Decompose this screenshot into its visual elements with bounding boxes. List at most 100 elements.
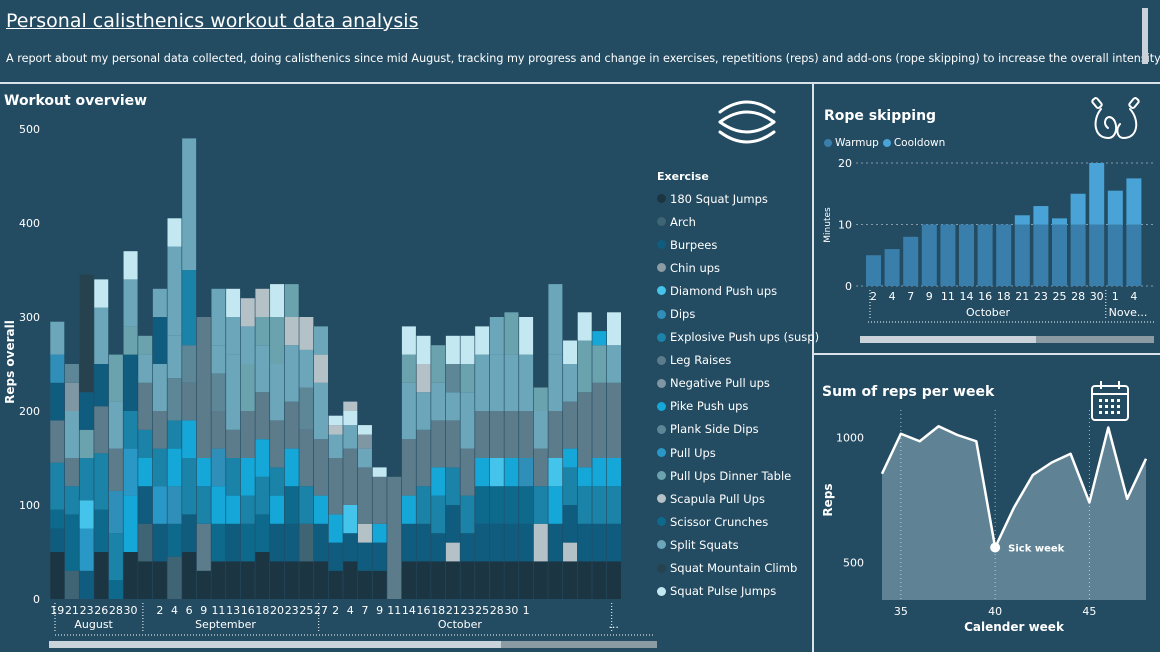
x-tick-label: 21 xyxy=(65,604,79,617)
bar-segment xyxy=(79,458,94,501)
legend-label: Chin ups xyxy=(670,260,721,275)
bar-segment xyxy=(240,326,255,364)
bar-segment xyxy=(519,523,534,562)
legend-item[interactable]: Leg Raises xyxy=(657,349,819,372)
y-axis-title: Minutes xyxy=(823,207,833,243)
bar-segment xyxy=(387,476,402,599)
bar-group xyxy=(299,317,314,599)
bar-segment xyxy=(431,382,446,421)
legend-label: Explosive Push ups (susp) xyxy=(670,330,820,345)
bar-group xyxy=(533,387,548,599)
bar-group xyxy=(343,401,358,599)
bar-group xyxy=(50,321,65,599)
legend-cooldown[interactable]: Cooldown xyxy=(882,137,945,149)
bar-segment xyxy=(548,486,563,524)
bar-segment xyxy=(226,458,241,496)
bar-segment xyxy=(138,523,153,562)
bar-segment xyxy=(50,382,65,421)
bar-segment xyxy=(64,382,79,411)
bar-group xyxy=(357,425,372,599)
bar-segment xyxy=(489,317,504,355)
bar-segment xyxy=(328,425,343,435)
legend-item[interactable]: Pike Push ups xyxy=(657,395,819,418)
bar-segment xyxy=(79,274,94,393)
bar-segment xyxy=(475,523,490,562)
area-fill xyxy=(882,426,1146,600)
annotation-marker xyxy=(990,542,1001,553)
legend-item[interactable]: Diamond Push ups xyxy=(657,279,819,302)
bar-segment xyxy=(123,495,138,552)
bar-segment xyxy=(563,340,578,364)
legend-item[interactable]: Scissor Crunches xyxy=(657,510,819,533)
bar-segment xyxy=(240,364,255,411)
legend-marker xyxy=(657,563,666,573)
bar-segment xyxy=(167,378,182,421)
x-tick-label: 14 xyxy=(402,604,416,617)
legend-item[interactable]: Negative Pull ups xyxy=(657,372,819,395)
bar-segment xyxy=(270,317,285,364)
x-tick-label: 9 xyxy=(200,604,207,617)
month-label: ... xyxy=(608,618,619,631)
legend-marker xyxy=(657,424,666,434)
y-tick-label: 100 xyxy=(19,499,40,512)
bar-segment xyxy=(270,364,285,421)
bar-segment xyxy=(196,486,211,524)
bar-segment xyxy=(607,382,621,458)
legend-label: Squat Mountain Climb xyxy=(670,561,798,576)
bar-segment xyxy=(50,354,65,383)
bar-segment xyxy=(504,312,519,355)
x-tick-label: 9 xyxy=(376,604,383,617)
legend-marker xyxy=(657,194,666,204)
bar-segment xyxy=(94,509,109,552)
bar-warmup xyxy=(977,224,993,286)
bar-segment xyxy=(211,345,226,374)
legend-item[interactable]: Chin ups xyxy=(657,256,819,279)
legend-item[interactable]: Dips xyxy=(657,302,819,325)
bar-segment xyxy=(123,279,138,327)
bar-segment xyxy=(314,495,328,524)
bar-segment xyxy=(284,401,299,449)
legend-item[interactable]: Burpees xyxy=(657,233,819,256)
bar-segment xyxy=(592,561,607,599)
legend-item[interactable]: Squat Mountain Climb xyxy=(657,557,819,580)
bar-segment xyxy=(64,514,79,571)
bar-segment xyxy=(577,467,592,487)
bar-group xyxy=(152,288,167,599)
bar-segment xyxy=(108,401,123,449)
x-tick-label: 1 xyxy=(1112,290,1119,303)
bar-segment xyxy=(343,448,358,505)
legend-item[interactable]: Split Squats xyxy=(657,533,819,556)
legend-item[interactable]: Arch xyxy=(657,210,819,233)
bar-segment xyxy=(255,514,270,552)
bar-segment xyxy=(314,561,328,599)
bar-segment xyxy=(64,486,79,515)
bar-segment xyxy=(563,448,578,468)
legend-label: Dips xyxy=(670,307,696,322)
bar-segment xyxy=(123,448,138,496)
bar-segment xyxy=(460,561,475,599)
bar-segment xyxy=(240,458,255,496)
legend-warmup[interactable]: Warmup xyxy=(824,137,879,149)
bar-segment xyxy=(416,392,431,430)
x-tick-label: 13 xyxy=(226,604,240,617)
bar-group xyxy=(240,298,255,599)
legend-item[interactable]: Plank Side Dips xyxy=(657,418,819,441)
legend-item[interactable]: Pull Ups xyxy=(657,441,819,464)
bar-segment xyxy=(401,439,416,496)
x-tick-label: 30 xyxy=(124,604,138,617)
y-axis-title: Reps xyxy=(821,483,835,516)
bar-group xyxy=(1070,193,1086,286)
bar-segment xyxy=(79,528,94,571)
legend-item[interactable]: 180 Squat Jumps xyxy=(657,187,819,210)
bar-segment xyxy=(79,429,94,458)
bar-segment xyxy=(182,514,197,552)
legend-item[interactable]: Pull Ups Dinner Table xyxy=(657,464,819,487)
header-scrollbar[interactable] xyxy=(1142,8,1148,64)
bar-segment xyxy=(255,345,270,393)
bar-segment xyxy=(401,495,416,524)
bar-segment xyxy=(548,561,563,599)
legend-item[interactable]: Explosive Push ups (susp) xyxy=(657,326,819,349)
legend-item[interactable]: Squat Pulse Jumps xyxy=(657,580,819,603)
legend-item[interactable]: Scapula Pull Ups xyxy=(657,487,819,510)
